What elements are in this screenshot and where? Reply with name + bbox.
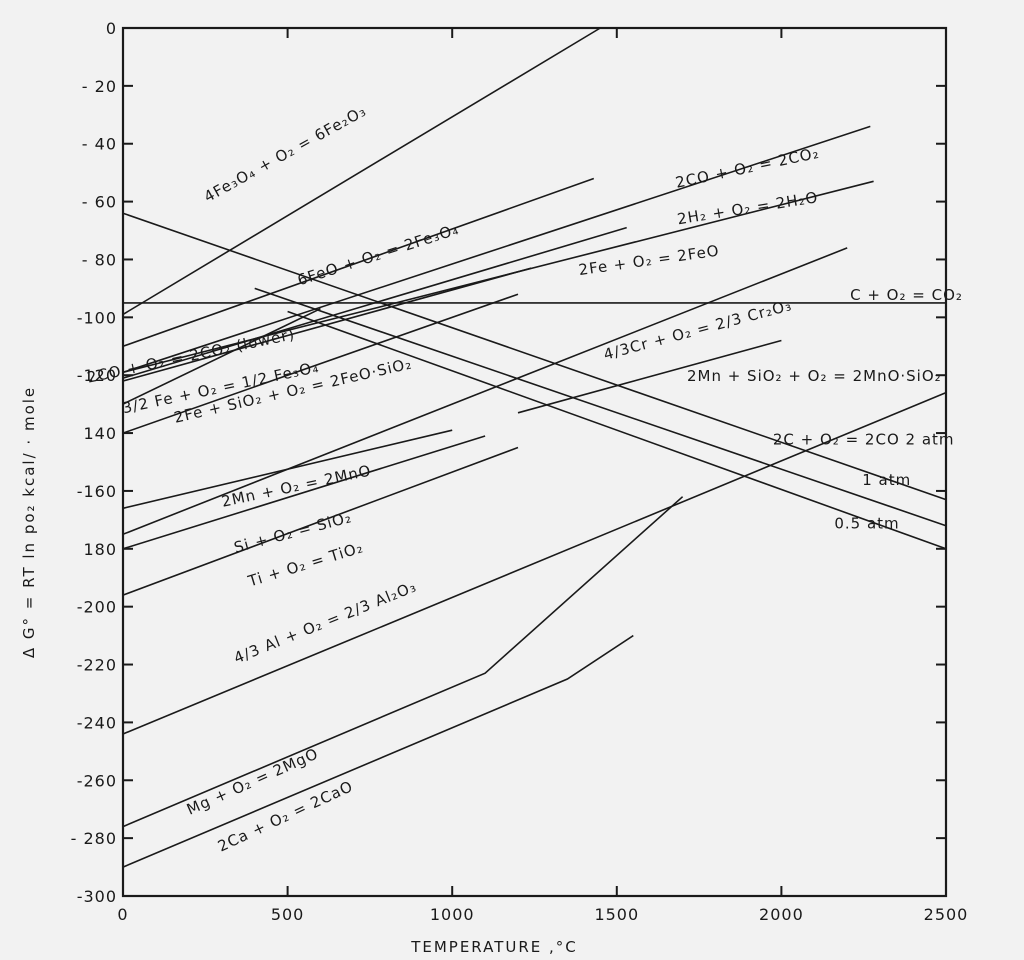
series-line-1 xyxy=(122,177,595,348)
y-tick-label: - 20 xyxy=(82,77,117,96)
y-tick-label: - 80 xyxy=(82,250,117,269)
y-tick-label: - 280 xyxy=(71,829,117,848)
y-tick-label: 0 xyxy=(106,19,117,38)
y-tick-label: -160 xyxy=(77,482,117,501)
y-tick-label: -100 xyxy=(77,308,117,327)
x-tick-label: 0 xyxy=(117,905,128,924)
series-line-0 xyxy=(122,27,601,316)
series-line-6 xyxy=(122,307,321,405)
series-line-18 xyxy=(254,287,947,527)
series-label-1: 6FeO + O₂ = 2Fe₃O₄ xyxy=(295,220,461,289)
series-line-2 xyxy=(122,125,871,374)
series-line-9 xyxy=(122,293,519,434)
y-tick-label: -220 xyxy=(77,656,117,675)
series-line-11 xyxy=(122,429,453,510)
series-line-15 xyxy=(122,496,684,828)
x-axis-title: TEMPERATURE ,°C xyxy=(410,938,578,956)
series-label-11: 2Mn + O₂ = 2MnO xyxy=(220,461,373,510)
y-tick-label: -260 xyxy=(77,771,117,790)
y-tick-label: - 40 xyxy=(82,135,117,154)
y-tick-label: -120 xyxy=(77,366,117,385)
series-label-17: 2C + O₂ = 2CO 2 atm xyxy=(773,431,955,449)
series-label-4: 2Fe + O₂ = 2FeO xyxy=(577,242,720,280)
y-tick-label: - 60 xyxy=(82,193,117,212)
series-line-14 xyxy=(122,391,947,735)
plot-frame xyxy=(121,26,948,898)
series-label-0: 4Fe₃O₄ + O₂ = 6Fe₂O₃ xyxy=(201,102,370,206)
series-line-7 xyxy=(122,247,848,536)
x-tick-label: 500 xyxy=(271,905,305,924)
y-tick-label: -300 xyxy=(77,887,117,906)
series-line-19 xyxy=(287,310,947,550)
series-line-17 xyxy=(122,212,947,501)
series-label-18: 1 atm xyxy=(862,471,911,489)
y-tick-label: 140 xyxy=(83,424,117,443)
series-line-10 xyxy=(517,339,782,414)
series-line-16 xyxy=(122,634,634,868)
series-label-10: 2Mn + SiO₂ + O₂ = 2MnO·SiO₂ xyxy=(687,367,942,385)
series-label-5: C + O₂ = CO₂ xyxy=(850,286,963,304)
series-line-8 xyxy=(122,267,532,382)
x-tick-label: 1500 xyxy=(594,905,639,924)
y-tick-label: -200 xyxy=(77,598,117,617)
series-line-12 xyxy=(122,435,486,550)
x-tick-label: 2000 xyxy=(759,905,804,924)
series-label-3: 2H₂ + O₂ = 2H₂O xyxy=(676,188,820,228)
y-axis-title: Δ G° = RT ln po₂ kcal/ · mole xyxy=(20,386,38,658)
y-tick-label: 180 xyxy=(83,540,117,559)
series-label-19: 0.5 atm xyxy=(834,515,899,533)
x-tick-label: 2500 xyxy=(924,905,969,924)
series-line-13 xyxy=(122,446,519,596)
y-tick-label: -240 xyxy=(77,713,117,732)
series-label-2: 2CO + O₂ = 2CO₂ xyxy=(674,144,821,192)
x-tick-label: 1000 xyxy=(430,905,475,924)
